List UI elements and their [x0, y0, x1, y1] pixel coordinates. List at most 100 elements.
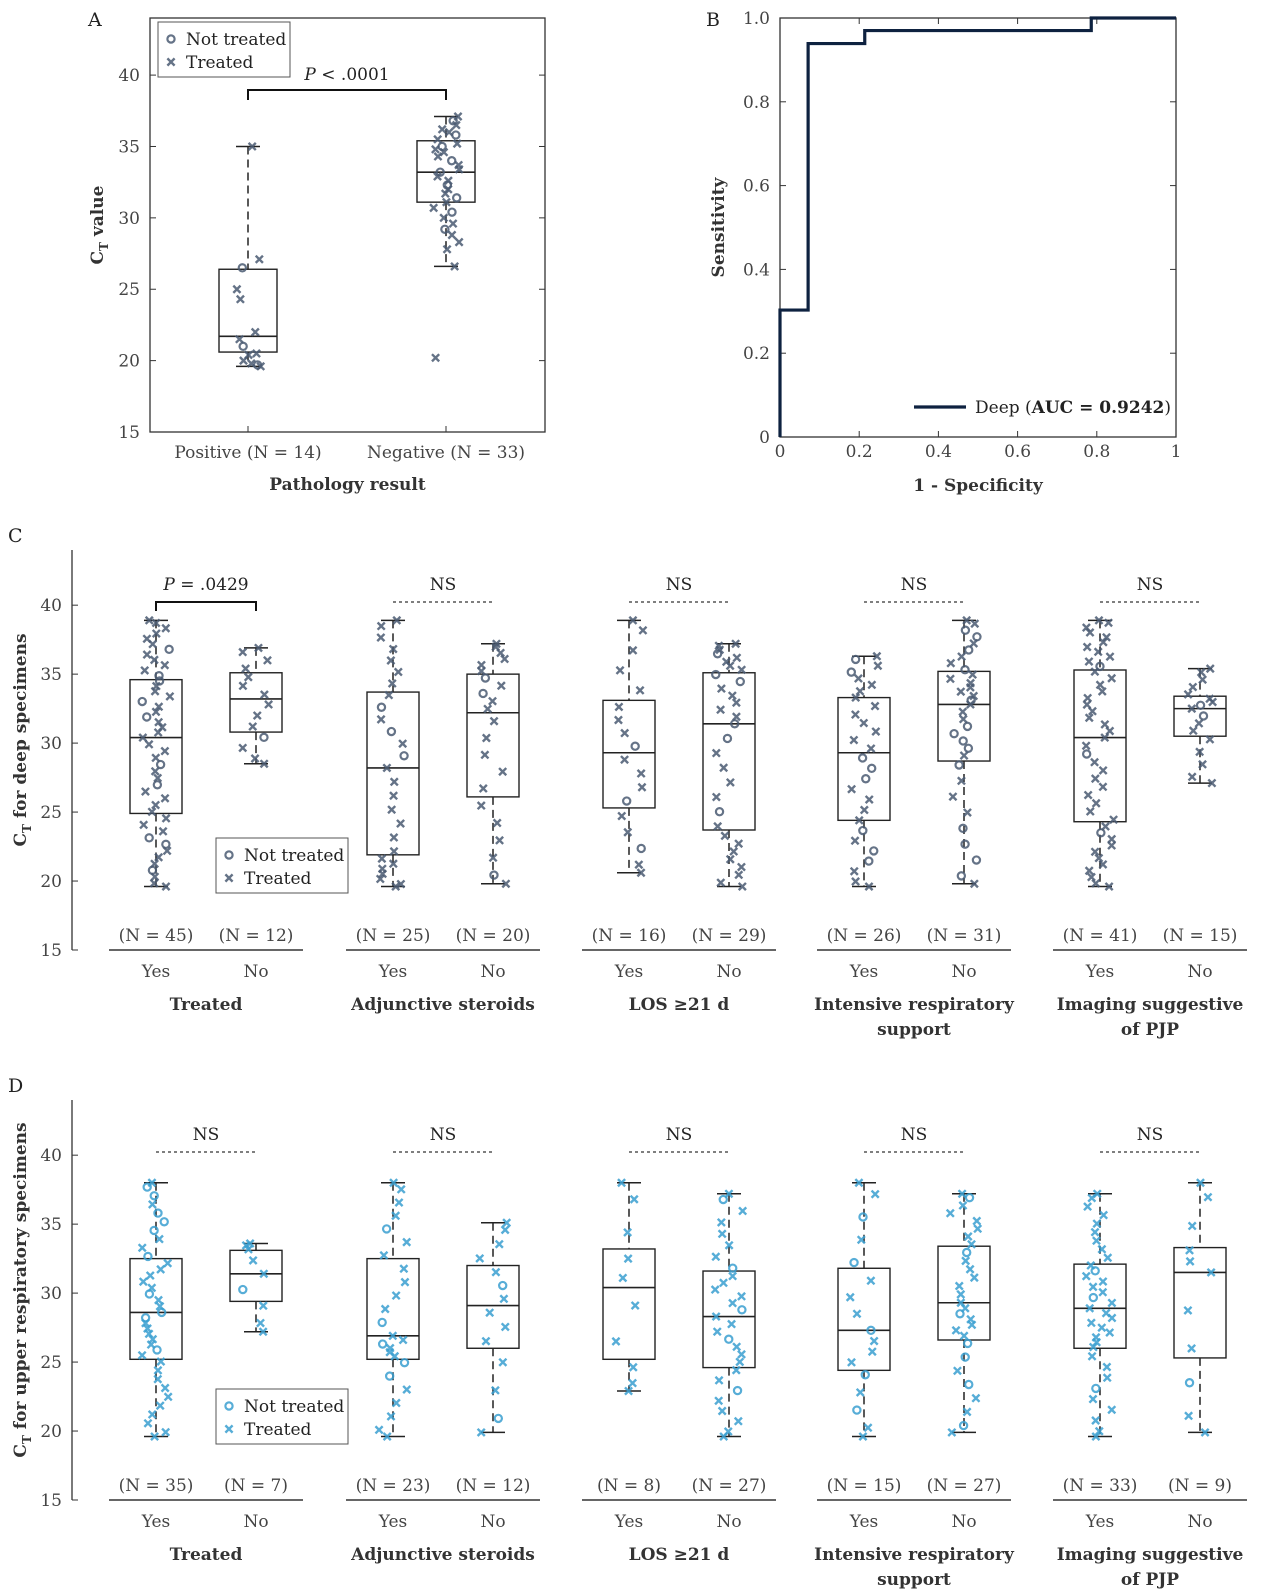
treated-point — [481, 733, 491, 743]
not-treated-point — [478, 688, 488, 699]
treated-point — [1101, 822, 1110, 831]
treated-point — [736, 862, 746, 872]
treated-point — [1187, 1221, 1197, 1231]
not-treated-point — [493, 1413, 504, 1424]
treated-point — [439, 213, 449, 223]
treated-point — [1082, 700, 1092, 710]
treated-point — [447, 230, 457, 240]
treated-point — [386, 656, 396, 665]
treated-point — [1185, 1256, 1195, 1266]
treated-point — [1094, 615, 1104, 625]
not-treated-point — [1184, 1378, 1195, 1388]
treated-point — [398, 739, 408, 749]
treated-point — [849, 866, 859, 876]
treated-point — [138, 1277, 148, 1287]
treated-point — [1099, 1210, 1109, 1220]
group-label: support — [877, 1570, 951, 1590]
not-treated-point — [621, 796, 632, 806]
treated-point — [870, 701, 880, 711]
panel-letter-b: B — [706, 9, 720, 31]
panel-letter-a: A — [87, 9, 102, 31]
treated-point — [968, 670, 978, 680]
box-group-3: (N = 26) Yes (N = 31) No Intensive respirato… — [814, 575, 1015, 1040]
treated-point — [1083, 693, 1093, 703]
treated-point — [238, 681, 248, 691]
treated-point — [1100, 719, 1110, 729]
legend-not-treated-marker — [166, 34, 176, 44]
plot-frame — [149, 17, 546, 433]
treated-point — [716, 878, 726, 888]
treated-point — [870, 1189, 880, 1199]
treated-point — [866, 744, 876, 753]
box-iqr — [1073, 1263, 1127, 1349]
not-treated-point — [866, 763, 877, 774]
not-treated-point — [964, 1379, 974, 1390]
x-tick-label: 0.8 — [1083, 442, 1110, 462]
not-treated-point — [858, 825, 868, 836]
box-iqr — [837, 1267, 891, 1372]
treated-point — [454, 237, 464, 247]
plot-frame — [779, 17, 1177, 438]
not-treated-point — [386, 726, 397, 737]
treated-point — [154, 852, 164, 862]
treated-point — [501, 879, 511, 889]
treated-point — [952, 1366, 962, 1376]
y-axis-label: Sensitivity — [709, 176, 729, 277]
treated-point — [638, 625, 648, 635]
treated-point — [1107, 1405, 1117, 1415]
treated-point — [155, 1401, 165, 1411]
treated-point — [871, 727, 881, 736]
group-label: Intensive respiratory — [814, 995, 1015, 1015]
treated-point — [728, 1271, 738, 1281]
treated-point — [143, 1418, 153, 1428]
treated-point — [433, 152, 443, 161]
not-treated-point — [954, 760, 964, 770]
treated-point — [1098, 1287, 1108, 1297]
treated-point — [145, 1271, 155, 1280]
treated-point — [959, 751, 969, 761]
not-treated-point — [399, 1357, 410, 1368]
not-treated-point — [376, 702, 387, 712]
treated-point — [615, 665, 625, 675]
treated-point — [377, 854, 387, 864]
y-tick-label: 25 — [40, 1353, 62, 1373]
treated-point — [1196, 1178, 1205, 1188]
treated-point — [954, 1281, 964, 1291]
x-tick-label: Negative (N = 33) — [367, 443, 525, 463]
treated-point — [1183, 689, 1193, 699]
treated-point — [258, 1301, 268, 1311]
group-label: Treated — [170, 995, 243, 1015]
treated-point — [247, 142, 257, 151]
y-tick-label: 35 — [40, 1215, 62, 1235]
treated-point — [720, 831, 730, 841]
y-tick-label: 30 — [40, 1284, 62, 1304]
treated-point — [399, 1264, 409, 1274]
y-tick-label: 0.2 — [743, 344, 770, 364]
treated-point — [732, 1342, 742, 1352]
treated-point — [149, 878, 159, 888]
treated-point — [476, 660, 486, 670]
treated-point — [151, 800, 161, 810]
significance-label: NS — [1137, 575, 1164, 595]
treated-point — [402, 1385, 412, 1394]
legend-label: Deep (AUC = 0.9242) — [975, 398, 1171, 418]
not-treated-point — [735, 676, 745, 687]
treated-point — [945, 1208, 955, 1218]
treated-point — [498, 1357, 508, 1367]
n-count-label: (N = 27) — [692, 1476, 767, 1496]
x-tick-label: Positive (N = 14) — [174, 443, 321, 463]
group-label: Intensive respiratory — [814, 1545, 1015, 1565]
treated-point — [245, 1239, 255, 1248]
treated-point — [483, 704, 493, 714]
treated-point — [732, 653, 742, 663]
treated-point — [716, 684, 726, 694]
n-count-label: (N = 26) — [827, 926, 902, 946]
not-treated-point — [729, 719, 740, 729]
treated-point — [1083, 1202, 1093, 1212]
not-treated-point — [159, 1217, 169, 1227]
treated-point — [376, 714, 386, 724]
category-label: No — [243, 962, 268, 982]
box-iqr — [1173, 1246, 1227, 1359]
treated-point — [235, 294, 245, 304]
treated-point — [389, 832, 399, 842]
